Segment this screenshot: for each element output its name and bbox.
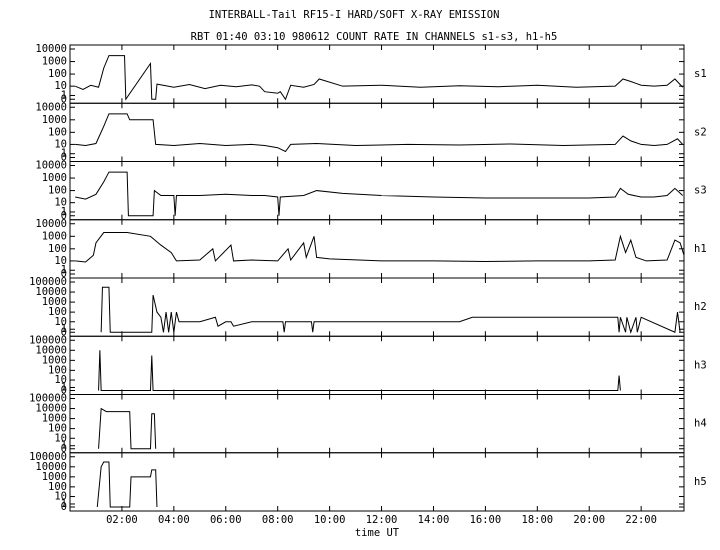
y-tick-label: 10 xyxy=(54,197,67,209)
y-tick-label: 10000 xyxy=(35,403,67,415)
y-tick-label: 1000 xyxy=(42,471,67,483)
x-tick-label: 10:00 xyxy=(314,514,346,526)
y-tick-label: 100000 xyxy=(29,276,67,288)
y-tick-label: 10000 xyxy=(35,461,67,473)
panel-frame xyxy=(69,452,685,512)
y-tick-label: 0 xyxy=(61,210,67,222)
chart-subtitle: RBT 01:40 03:10 980612 COUNT RATE IN CHA… xyxy=(191,31,558,43)
data-line xyxy=(96,461,158,508)
y-tick-label: 1 xyxy=(61,264,67,276)
data-line xyxy=(75,171,684,217)
y-tick-label: 100 xyxy=(48,243,67,255)
data-line xyxy=(75,113,684,153)
y-tick-label: 10 xyxy=(54,80,67,92)
y-tick-label: 100 xyxy=(48,364,67,376)
y-tick-label: 1000 xyxy=(42,114,67,126)
x-tick-label: 16:00 xyxy=(470,514,502,526)
y-tick-label: 100 xyxy=(48,126,67,138)
panel-label: h4 xyxy=(694,418,707,430)
panel-label: s1 xyxy=(694,68,707,80)
y-tick-label: 1000 xyxy=(42,296,67,308)
data-line xyxy=(98,350,621,391)
data-line xyxy=(74,55,684,101)
data-line xyxy=(98,407,157,450)
y-tick-label: 100000 xyxy=(29,334,67,346)
y-tick-label: 0 xyxy=(61,268,67,280)
y-tick-label: 1 xyxy=(61,206,67,218)
x-axis-label: time UT xyxy=(355,527,400,539)
x-tick-label: 04:00 xyxy=(158,514,190,526)
y-tick-label: 1000 xyxy=(42,413,67,425)
y-tick-label: 1000 xyxy=(42,230,67,242)
y-tick-label: 1 xyxy=(61,89,67,101)
y-tick-label: 1 xyxy=(61,498,67,510)
y-tick-label: 10000 xyxy=(35,218,67,230)
y-tick-label: 1 xyxy=(61,381,67,393)
y-tick-label: 1000 xyxy=(42,56,67,68)
y-tick-label: 10000 xyxy=(35,43,67,55)
x-tick-label: 06:00 xyxy=(210,514,242,526)
chart-title: INTERBALL-Tail RF15-I HARD/SOFT X-RAY EM… xyxy=(209,9,500,21)
x-tick-label: 12:00 xyxy=(366,514,398,526)
panel-label: s2 xyxy=(694,126,707,138)
y-tick-label: 1 xyxy=(61,148,67,160)
y-tick-label: 0 xyxy=(61,326,67,338)
y-tick-label: 0 xyxy=(61,501,67,513)
y-tick-label: 1000 xyxy=(42,354,67,366)
y-tick-label: 100000 xyxy=(29,451,67,463)
y-tick-label: 10000 xyxy=(35,101,67,113)
y-tick-label: 100 xyxy=(48,185,67,197)
panel-label: h2 xyxy=(694,301,707,313)
y-tick-label: 10 xyxy=(54,138,67,150)
y-tick-label: 1000 xyxy=(42,172,67,184)
y-tick-label: 10 xyxy=(54,432,67,444)
y-tick-label: 100 xyxy=(48,423,67,435)
y-tick-label: 1 xyxy=(61,323,67,335)
y-tick-label: 100 xyxy=(48,68,67,80)
y-tick-label: 10 xyxy=(54,491,67,503)
x-tick-label: 14:00 xyxy=(418,514,450,526)
panel-label: h3 xyxy=(694,359,707,371)
panel-label: h5 xyxy=(694,476,707,488)
y-tick-label: 1 xyxy=(61,440,67,452)
y-tick-label: 0 xyxy=(61,93,67,105)
y-tick-label: 0 xyxy=(61,152,67,164)
y-tick-label: 10000 xyxy=(35,286,67,298)
x-tick-label: 18:00 xyxy=(522,514,554,526)
x-tick-label: 20:00 xyxy=(573,514,605,526)
y-tick-label: 100000 xyxy=(29,393,67,405)
y-tick-label: 100 xyxy=(48,481,67,493)
y-tick-label: 10 xyxy=(54,316,67,328)
y-tick-label: 10 xyxy=(54,374,67,386)
x-tick-label: 02:00 xyxy=(106,514,138,526)
data-line xyxy=(75,232,685,263)
x-tick-label: 08:00 xyxy=(262,514,294,526)
panel-label: h1 xyxy=(694,243,707,255)
y-tick-label: 10000 xyxy=(35,344,67,356)
y-tick-label: 10000 xyxy=(35,160,67,172)
x-tick-label: 22:00 xyxy=(625,514,657,526)
y-tick-label: 0 xyxy=(61,443,67,455)
y-tick-label: 0 xyxy=(61,385,67,397)
panel-label: s3 xyxy=(694,185,707,197)
data-line xyxy=(100,286,681,334)
y-tick-label: 10 xyxy=(54,255,67,267)
y-tick-label: 100 xyxy=(48,306,67,318)
